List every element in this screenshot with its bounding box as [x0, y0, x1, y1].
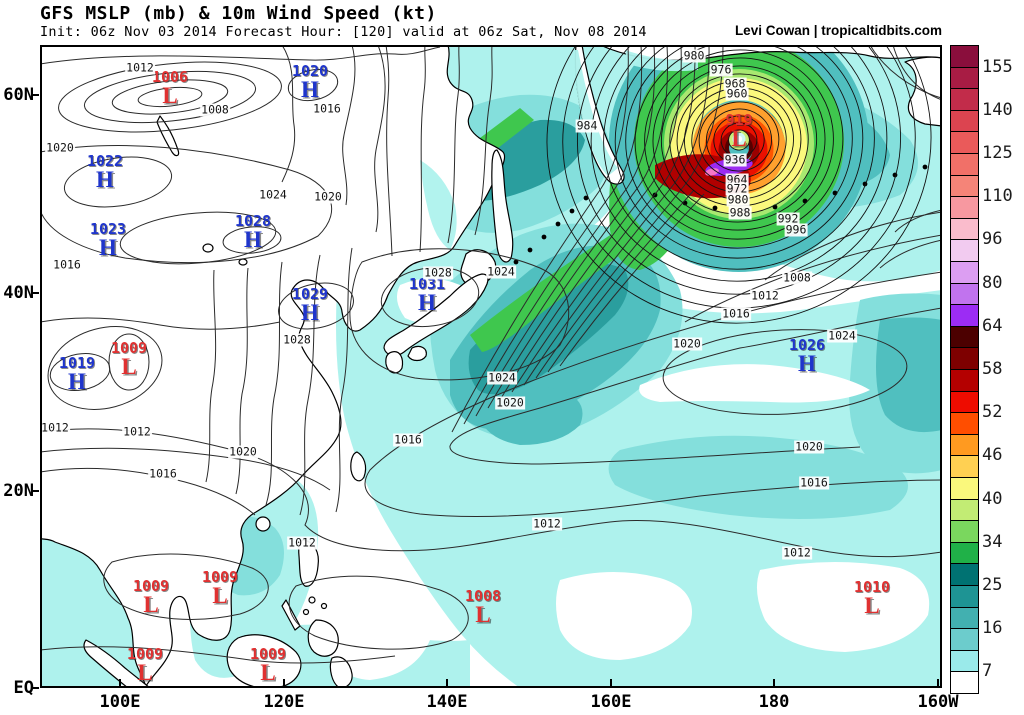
colorbar-box [950, 671, 979, 694]
colorbar-label: 16 [982, 618, 1003, 639]
colorbar-box [950, 649, 979, 673]
colorbar-label: 46 [982, 445, 1003, 466]
x-axis-tick [446, 679, 448, 687]
y-axis-tick [31, 490, 39, 492]
colorbar-label: 155 [982, 56, 1013, 77]
colorbar-box [950, 563, 979, 586]
map-canvas: 1006 L 919 L 1009 L 1009 L 1009 L 1008 L 1010 L 1009 L 1… [40, 45, 942, 688]
colorbar-box [950, 282, 979, 306]
colorbar-box [950, 261, 979, 284]
x-axis-label: 100E [99, 692, 141, 712]
colorbar-label: 7 [982, 661, 993, 682]
colorbar-label: 125 [982, 143, 1013, 163]
colorbar-box [950, 585, 979, 608]
x-axis-label: 160E [590, 692, 632, 712]
y-axis-tick [31, 687, 39, 689]
colorbar-box [950, 325, 979, 349]
colorbar-box [950, 520, 979, 543]
colorbar-box [950, 174, 979, 198]
isobars [40, 45, 942, 664]
x-axis-tick [773, 679, 775, 687]
colorbar-box [950, 88, 979, 111]
y-axis-label: 40N [3, 283, 34, 303]
colorbar-label: 64 [982, 315, 1003, 336]
colorbar-label: 34 [982, 531, 1003, 552]
colorbar-box [950, 412, 979, 435]
colorbar-box [950, 304, 979, 327]
colorbar-label: 96 [982, 229, 1003, 250]
x-axis-tick [283, 679, 285, 687]
credit-text: Levi Cowan | tropicaltidbits.com [734, 23, 942, 38]
colorbar-box [950, 109, 979, 133]
y-axis-label: 60N [3, 85, 34, 105]
y-axis-tick [31, 292, 39, 294]
colorbar-box [950, 239, 979, 262]
colorbar-label: 25 [982, 575, 1003, 595]
page-title: GFS MSLP (mb) & 10m Wind Speed (kt) [40, 3, 437, 24]
colorbar-box [950, 477, 979, 500]
colorbar-box [950, 217, 979, 241]
colorbar-box [950, 347, 979, 370]
calm-areas [323, 278, 930, 680]
y-axis-tick [31, 94, 39, 96]
colorbar-box [950, 131, 979, 154]
colorbar-box [950, 390, 979, 414]
x-axis-tick [610, 679, 612, 687]
colorbar-box [950, 498, 979, 522]
colorbar-box [950, 455, 979, 478]
colorbar-box [950, 606, 979, 630]
colorbar-label: 140 [982, 99, 1013, 120]
colorbar-box [950, 45, 979, 68]
colorbar-label: 80 [982, 272, 1003, 293]
colorbar-box [950, 153, 979, 176]
x-axis-label: 180 [758, 692, 790, 712]
x-axis-label: 160W [917, 692, 959, 712]
colorbar-label: 52 [982, 402, 1003, 423]
y-axis-label: 20N [3, 481, 34, 501]
colorbar-box [950, 369, 979, 392]
chart-subtitle: Init: 06z Nov 03 2014 Forecast Hour: [12… [40, 24, 647, 40]
x-axis-tick [119, 679, 121, 687]
x-axis-tick [937, 679, 939, 687]
x-axis-label: 140E [426, 692, 468, 712]
colorbar-box [950, 541, 979, 565]
coastlines [40, 45, 942, 688]
colorbar-label: 40 [982, 488, 1003, 509]
colorbar-label: 58 [982, 359, 1003, 379]
x-axis-label: 120E [263, 692, 305, 712]
colorbar-box [950, 433, 979, 457]
colorbar-box [950, 628, 979, 651]
map-graphic [40, 45, 942, 688]
colorbar-box [950, 66, 979, 90]
colorbar-label: 110 [982, 186, 1013, 207]
colorbar-box [950, 196, 979, 219]
y-axis-label: EQ [13, 678, 34, 698]
